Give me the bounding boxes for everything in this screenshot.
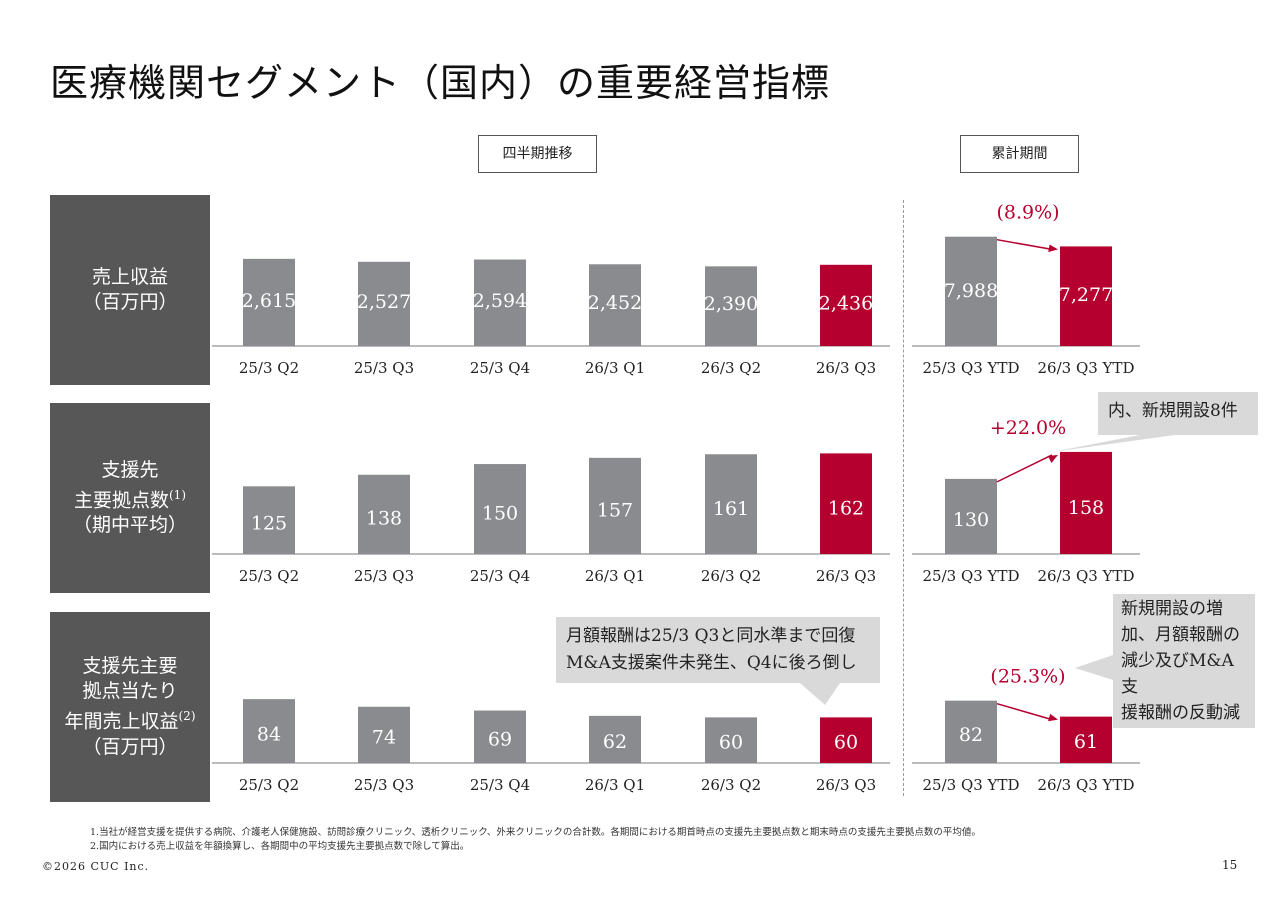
category-label: 25/3 Q2 bbox=[239, 567, 299, 585]
bar bbox=[945, 700, 997, 763]
bar-value-label: 2,615 bbox=[242, 290, 296, 312]
bar bbox=[358, 474, 410, 554]
bar bbox=[820, 453, 872, 554]
change-label: (25.3%) bbox=[990, 666, 1065, 688]
arrow-head bbox=[1048, 454, 1058, 463]
page-number: 15 bbox=[1222, 858, 1238, 872]
bar-value-label: 162 bbox=[828, 498, 864, 520]
bar bbox=[820, 717, 872, 763]
bar bbox=[474, 259, 526, 346]
category-label: 25/3 Q3 YTD bbox=[923, 359, 1020, 377]
bar-value-label: 125 bbox=[251, 513, 287, 535]
arrow-head bbox=[1048, 244, 1058, 253]
bar bbox=[705, 717, 757, 763]
category-label: 25/3 Q4 bbox=[470, 567, 530, 585]
footnote-1: 1.当社が経営支援を提供する病院、介護老人保健施設、訪問診療クリニック、透析クリ… bbox=[90, 827, 981, 838]
category-label: 26/3 Q1 bbox=[585, 776, 645, 794]
category-label: 26/3 Q2 bbox=[701, 776, 761, 794]
section-divider bbox=[903, 200, 904, 796]
bar bbox=[705, 266, 757, 346]
page-title: 医療機関セグメント（国内）の重要経営指標 bbox=[50, 61, 831, 105]
bar-value-label: 84 bbox=[257, 723, 281, 745]
bar bbox=[358, 261, 410, 346]
bar-value-label: 74 bbox=[372, 727, 396, 749]
category-label: 26/3 Q3 YTD bbox=[1038, 359, 1135, 377]
row-label-revenue-per-site: 支援先主要 拠点当たり 年間売上収益(2) （百万円） bbox=[50, 612, 210, 802]
bar bbox=[705, 454, 757, 554]
bar bbox=[589, 264, 641, 346]
quarterly-header: 四半期推移 bbox=[478, 135, 597, 173]
bar bbox=[243, 486, 295, 554]
category-label: 25/3 Q2 bbox=[239, 359, 299, 377]
category-label: 26/3 Q1 bbox=[585, 567, 645, 585]
bar-value-label: 60 bbox=[834, 731, 858, 753]
bar-value-label: 2,436 bbox=[819, 292, 873, 314]
arrow-head bbox=[1048, 713, 1058, 722]
callout-tail bbox=[1052, 435, 1175, 452]
change-arrow bbox=[996, 454, 1053, 483]
bar bbox=[243, 699, 295, 763]
change-label: (8.9%) bbox=[996, 202, 1059, 224]
bar bbox=[589, 457, 641, 554]
bar bbox=[820, 264, 872, 346]
category-label: 25/3 Q4 bbox=[470, 776, 530, 794]
category-label: 25/3 Q2 bbox=[239, 776, 299, 794]
category-label: 26/3 Q2 bbox=[701, 567, 761, 585]
category-label: 26/3 Q1 bbox=[585, 359, 645, 377]
category-label: 26/3 Q3 bbox=[816, 359, 876, 377]
category-label: 25/3 Q3 YTD bbox=[923, 776, 1020, 794]
bar bbox=[1060, 451, 1112, 554]
bar-value-label: 7,988 bbox=[944, 280, 998, 302]
bar-value-label: 62 bbox=[603, 731, 627, 753]
category-label: 26/3 Q3 bbox=[816, 567, 876, 585]
bar-value-label: 2,390 bbox=[704, 293, 758, 315]
copyright: ©2026 CUC Inc. bbox=[42, 860, 150, 873]
category-label: 26/3 Q3 YTD bbox=[1038, 567, 1135, 585]
bar-value-label: 138 bbox=[366, 507, 402, 529]
bar bbox=[1060, 716, 1112, 763]
bar-value-label: 157 bbox=[597, 500, 633, 522]
row-label-sites: 支援先 主要拠点数(1) （期中平均） bbox=[50, 403, 210, 593]
bar bbox=[945, 236, 997, 346]
bar-value-label: 2,527 bbox=[357, 291, 411, 313]
bar bbox=[589, 715, 641, 763]
category-label: 26/3 Q3 bbox=[816, 776, 876, 794]
category-label: 25/3 Q3 YTD bbox=[923, 567, 1020, 585]
bar-value-label: 130 bbox=[953, 509, 989, 531]
bar bbox=[358, 706, 410, 763]
bar-value-label: 61 bbox=[1074, 731, 1098, 753]
bar-value-label: 2,594 bbox=[473, 290, 527, 312]
bar bbox=[243, 258, 295, 346]
bar-value-label: 7,277 bbox=[1059, 284, 1113, 306]
bar bbox=[945, 478, 997, 554]
row-label-revenue: 売上収益 （百万円） bbox=[50, 195, 210, 385]
category-label: 25/3 Q3 bbox=[354, 567, 414, 585]
change-arrow bbox=[996, 702, 1053, 721]
callout-tail bbox=[1075, 655, 1113, 680]
callout-tail bbox=[800, 683, 840, 705]
bar bbox=[474, 710, 526, 763]
callout-quarterly-note: 月額報酬は25/3 Q3と同水準まで回復 M&A支援案件未発生、Q4に後ろ倒し bbox=[556, 617, 880, 683]
bar-value-label: 60 bbox=[719, 731, 743, 753]
bar-value-label: 69 bbox=[488, 728, 512, 750]
ytd-header: 累計期間 bbox=[960, 135, 1079, 173]
bar bbox=[1060, 246, 1112, 346]
category-label: 25/3 Q3 bbox=[354, 776, 414, 794]
bar-value-label: 158 bbox=[1068, 497, 1104, 519]
category-label: 26/3 Q3 YTD bbox=[1038, 776, 1135, 794]
bar-value-label: 150 bbox=[482, 503, 518, 525]
category-label: 25/3 Q4 bbox=[470, 359, 530, 377]
change-arrow bbox=[996, 238, 1053, 251]
bar-value-label: 82 bbox=[959, 724, 983, 746]
change-label: +22.0% bbox=[990, 417, 1066, 439]
bar-value-label: 161 bbox=[713, 498, 749, 520]
callout-new-sites: 内、新規開設8件 bbox=[1098, 392, 1258, 435]
bar bbox=[474, 464, 526, 554]
bar-value-label: 2,452 bbox=[588, 292, 642, 314]
category-label: 25/3 Q3 bbox=[354, 359, 414, 377]
category-label: 26/3 Q2 bbox=[701, 359, 761, 377]
footnote-2: 2.国内における売上収益を年額換算し、各期間中の平均支援先主要拠点数で除して算出… bbox=[90, 841, 470, 852]
callout-ytd-note: 新規開設の増 加、月額報酬の 減少及びM&A支 援報酬の反動減 bbox=[1113, 594, 1255, 728]
